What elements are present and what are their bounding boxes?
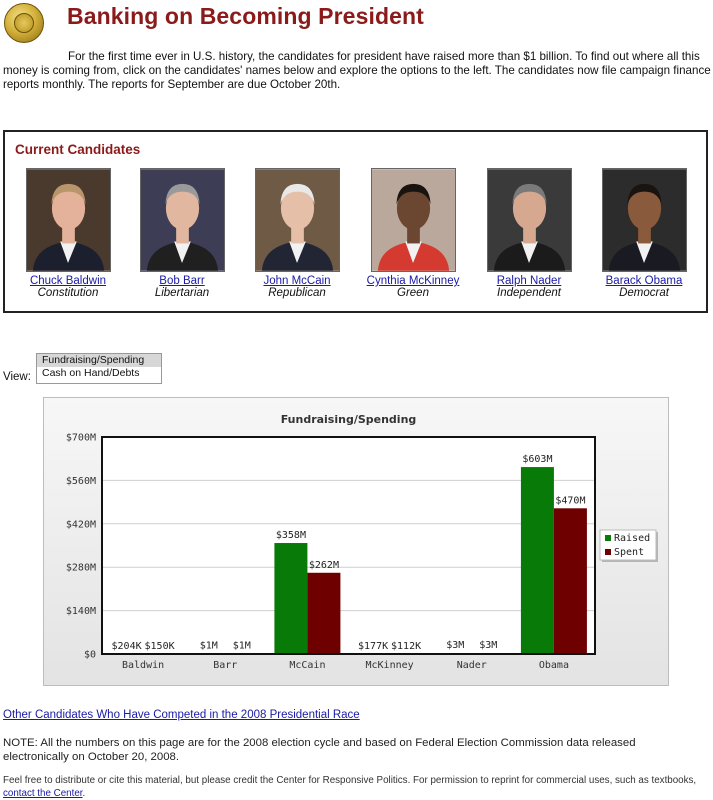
note-text: NOTE: All the numbers on this page are f… — [3, 737, 636, 763]
footer-credit-text: Feel free to distribute or cite this mat… — [3, 775, 697, 786]
candidate-photo[interactable] — [254, 168, 340, 272]
footer-text: Feel free to distribute or cite this mat… — [3, 774, 709, 800]
view-option-cash-on-hand-debts[interactable]: Cash on Hand/Debts — [42, 367, 140, 379]
candidate-party: Green — [397, 287, 429, 299]
legend-label: Spent — [614, 547, 644, 558]
legend-label: Raised — [614, 533, 650, 544]
candidate-name-link[interactable]: Cynthia McKinney — [366, 275, 460, 287]
x-tick-label: Barr — [213, 660, 237, 671]
page-title: Banking on Becoming President — [67, 3, 424, 29]
candidate-name-link[interactable]: Ralph Nader — [496, 275, 562, 287]
y-tick-label: $0 — [84, 650, 96, 661]
footer-period: . — [82, 788, 86, 799]
bar-spent-mccain — [307, 572, 341, 654]
y-tick-label: $420M — [66, 519, 96, 530]
contact-center-link[interactable]: contact the Center — [3, 788, 83, 799]
x-tick-label: Baldwin — [122, 660, 164, 671]
candidate-card-ralph-nader: Ralph Nader Independent — [474, 168, 584, 299]
x-tick-label: McKinney — [365, 660, 413, 671]
data-label: $1M — [233, 641, 251, 652]
data-label: $603M — [522, 454, 552, 465]
view-select[interactable]: Fundraising/Spending Cash on Hand/Debts — [36, 353, 162, 384]
legend-swatch-raised — [605, 535, 611, 541]
candidate-photo[interactable] — [25, 168, 111, 272]
current-candidates-panel: Current Candidates Chuck Baldwin Constitu… — [3, 130, 708, 313]
data-label: $150K — [145, 641, 175, 652]
candidate-name-link[interactable]: Bob Barr — [159, 275, 205, 287]
data-label: $358M — [276, 530, 306, 541]
bar-spent-obama — [553, 508, 587, 654]
data-label: $470M — [555, 495, 585, 506]
y-tick-label: $140M — [66, 606, 96, 617]
candidate-photo[interactable] — [486, 168, 572, 272]
chart-title: Fundraising/Spending — [281, 413, 417, 426]
data-label: $3M — [446, 640, 464, 651]
data-label: $1M — [200, 641, 218, 652]
candidate-card-bob-barr: Bob Barr Libertarian — [127, 168, 237, 299]
y-tick-label: $560M — [66, 476, 96, 487]
bar-raised-mccain — [274, 543, 308, 654]
intro-text: For the first time ever in U.S. history,… — [3, 50, 711, 91]
candidate-name-link[interactable]: Chuck Baldwin — [29, 275, 107, 287]
presidential-seal-icon — [4, 3, 44, 43]
x-tick-label: Nader — [457, 660, 487, 671]
view-option-fundraising-spending[interactable]: Fundraising/Spending — [37, 354, 161, 367]
legend-swatch-spent — [605, 549, 611, 555]
data-label: $262M — [309, 560, 339, 571]
data-label: $177K — [358, 641, 388, 652]
candidate-party: Democrat — [619, 287, 669, 299]
candidate-party: Constitution — [37, 287, 99, 299]
candidate-name-link[interactable]: John McCain — [263, 275, 331, 287]
candidate-party: Republican — [268, 287, 326, 299]
candidate-photo[interactable] — [601, 168, 687, 272]
data-label: $3M — [479, 640, 497, 651]
plot-area — [102, 437, 595, 654]
candidate-card-john-mccain: John McCain Republican — [242, 168, 352, 299]
bar-raised-obama — [520, 467, 554, 654]
y-tick-label: $700M — [66, 433, 96, 444]
other-candidates-link[interactable]: Other Candidates Who Have Competed in th… — [3, 709, 360, 721]
candidate-card-cynthia-mckinney: Cynthia McKinney Green — [358, 168, 468, 299]
candidate-photo[interactable] — [370, 168, 456, 272]
candidate-name-link[interactable]: Barack Obama — [605, 275, 683, 287]
current-candidates-heading: Current Candidates — [15, 142, 141, 157]
y-tick-label: $280M — [66, 563, 96, 574]
data-label: $204K — [112, 641, 142, 652]
candidate-photo[interactable] — [139, 168, 225, 272]
data-label: $112K — [391, 641, 421, 652]
x-tick-label: Obama — [539, 660, 569, 671]
fundraising-chart: Fundraising/Spending $0 $140M $280M $420M $56… — [43, 397, 669, 686]
candidate-card-chuck-baldwin: Chuck Baldwin Constitution — [13, 168, 123, 299]
candidate-card-barack-obama: Barack Obama Democrat — [589, 168, 699, 299]
plot-border — [101, 436, 596, 655]
candidate-party: Libertarian — [154, 287, 210, 299]
view-label: View: — [3, 371, 31, 383]
x-tick-label: McCain — [289, 660, 325, 671]
candidate-party: Independent — [497, 287, 561, 299]
chart-canvas: Fundraising/Spending $0 $140M $280M $420M $56… — [66, 413, 658, 671]
